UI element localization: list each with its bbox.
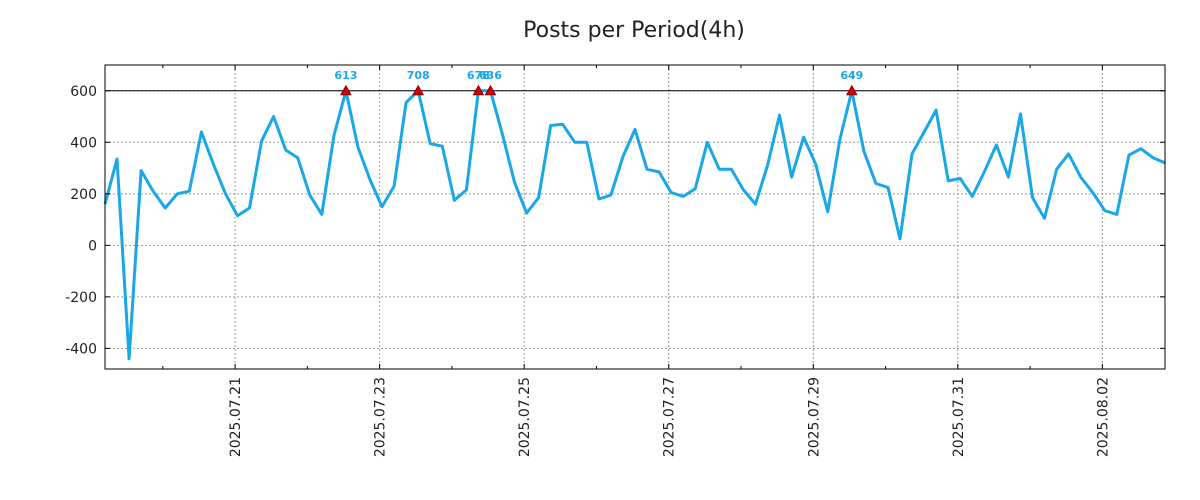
peak-marker: [845, 84, 858, 96]
peak-label: 678: [467, 69, 490, 82]
x-tick-label: 2025.07.31: [951, 377, 967, 457]
chart-title: Posts per Period(4h): [523, 18, 745, 43]
peak-label: 613: [334, 69, 357, 82]
x-tick-label: 2025.07.29: [806, 377, 822, 457]
series-line-posts: [103, 89, 1166, 361]
axis-ticks: -400 -200 0 200 400 600 2025.07.21 2025.07.23 20…: [65, 65, 1165, 457]
y-tick-label: 600: [70, 84, 97, 100]
peak-label: 636: [479, 69, 502, 82]
peak-marker: [472, 84, 485, 96]
y-tick-label: 200: [70, 187, 97, 203]
series-layer: [103, 89, 1166, 361]
y-tick-label: 0: [88, 238, 97, 254]
plot-frame: [104, 64, 1166, 370]
x-tick-label: 2025.08.02: [1095, 377, 1111, 457]
grid: [105, 65, 1165, 369]
peak-marker: [484, 84, 497, 96]
peak-label: 649: [840, 69, 863, 82]
peak-marker: [412, 84, 425, 96]
peak-marker: [340, 84, 352, 96]
x-tick-label: 2025.07.25: [517, 377, 533, 457]
x-tick-label: 2025.07.27: [662, 377, 678, 457]
y-tick-label: 400: [70, 135, 97, 151]
y-tick-label: -200: [65, 290, 97, 306]
peak-label: 708: [407, 69, 430, 82]
y-tick-label: -400: [65, 341, 97, 357]
x-tick-label: 2025.07.21: [228, 377, 244, 457]
x-tick-label: 2025.07.23: [373, 377, 389, 457]
